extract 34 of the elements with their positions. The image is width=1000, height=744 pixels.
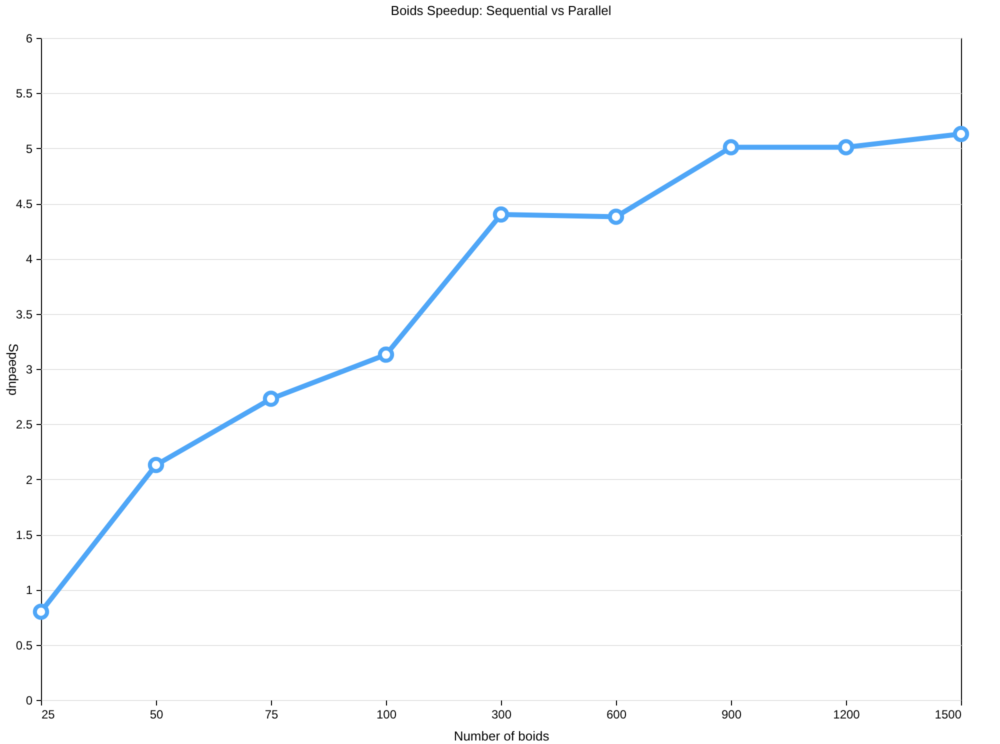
y-tick-label: 4.5 <box>16 197 33 211</box>
point <box>378 346 394 363</box>
y-tick-label: 0 <box>26 694 33 708</box>
y-tick-label: 2 <box>26 472 33 487</box>
point <box>492 206 510 223</box>
point <box>262 390 280 407</box>
x-tick-label: 50 <box>150 708 164 722</box>
point <box>952 126 970 142</box>
y-tick-label: 3 <box>26 362 33 376</box>
point <box>608 208 624 225</box>
point <box>838 139 854 156</box>
x-tick-label: 100 <box>376 708 397 722</box>
y-tick-label: 4 <box>26 252 33 266</box>
y-tick-label: 1 <box>26 583 33 598</box>
chart-title: Boids Speedup: Sequential vs Parallel <box>390 3 612 18</box>
y-tick-label: 5.5 <box>16 86 33 101</box>
x-tick-label: 300 <box>491 708 512 722</box>
y-tick-label: 2.5 <box>16 418 33 432</box>
x-tick-label: 1200 <box>833 708 860 722</box>
x-axis-title: Number of boids <box>454 728 550 744</box>
point <box>32 604 50 620</box>
y-axis-title: Speedup <box>6 343 21 396</box>
x-tick-label: 600 <box>606 708 627 722</box>
point <box>148 456 164 474</box>
point <box>722 139 740 156</box>
y-tick-label: 6 <box>26 32 33 46</box>
y-tick-label: 3.5 <box>16 307 33 322</box>
x-tick-label: 25 <box>42 708 56 722</box>
x-tick-label: 1500 <box>934 708 962 722</box>
y-tick-label: 5 <box>26 142 33 156</box>
x-tick-label: 75 <box>264 708 278 722</box>
y-tick-label: 1.5 <box>16 528 33 542</box>
x-tick-label: 900 <box>721 708 742 722</box>
y-tick-label: 0.5 <box>16 638 33 652</box>
